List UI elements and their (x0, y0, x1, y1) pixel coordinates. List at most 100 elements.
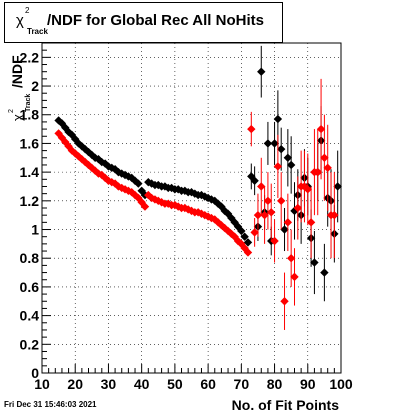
x-tick-label: 20 (67, 376, 83, 392)
x-tick-label: 80 (267, 376, 283, 392)
data-point (57, 133, 67, 142)
data-point (94, 169, 103, 178)
y-axis-label-symbol: χ (10, 114, 25, 121)
x-tick-label: 100 (329, 376, 353, 392)
chart-title-box (4, 2, 283, 43)
y-tick-label: 1.4 (20, 164, 40, 180)
y-axis-label: χ2 Track/NDF (8, 55, 32, 121)
data-point (243, 248, 253, 257)
data-point (267, 208, 276, 217)
data-point (64, 142, 73, 151)
title-subscript: Track (27, 27, 48, 36)
y-tick-label: 0 (31, 365, 39, 381)
data-point (313, 167, 322, 177)
data-point (134, 179, 143, 188)
data-point (283, 218, 293, 227)
data-point (90, 166, 100, 175)
data-point (280, 297, 289, 306)
data-point (260, 210, 269, 220)
data-point (273, 114, 283, 124)
data-point (227, 213, 236, 223)
data-point (114, 182, 123, 191)
y-tick-label: 0.8 (20, 250, 40, 266)
data-point (210, 196, 219, 206)
data-point (290, 206, 299, 216)
x-axis-label: No. of Fit Points (232, 397, 340, 413)
y-tick-label: 1.2 (20, 193, 40, 209)
y-tick-label: 1.6 (20, 135, 40, 151)
data-point (227, 229, 236, 239)
data-point (277, 144, 286, 154)
data-point (203, 212, 213, 221)
data-point (210, 215, 219, 224)
x-tick-label: 10 (34, 376, 50, 392)
data-point (237, 239, 246, 249)
timestamp: Fri Dec 31 15:46:03 2021 (4, 400, 97, 409)
y-tick-label: 0.4 (20, 308, 40, 324)
y-axis-label-sup: 2 (8, 109, 15, 113)
x-tick-label: 30 (101, 376, 117, 392)
y-tick-label: 2 (31, 78, 39, 94)
data-point (263, 196, 273, 206)
data-point (273, 162, 283, 171)
data-point (283, 153, 293, 162)
data-point (193, 208, 203, 217)
data-point (97, 170, 106, 180)
data-point (257, 67, 266, 76)
x-tick-label: 90 (300, 376, 316, 392)
data-point (54, 116, 63, 125)
data-point (293, 203, 303, 213)
y-tick-label: 0.2 (20, 336, 40, 352)
y-tick-label: 0.6 (20, 279, 40, 295)
data-point (290, 272, 299, 282)
data-point (170, 200, 180, 210)
data-point (270, 236, 279, 246)
data-point (250, 176, 259, 185)
data-point (280, 225, 289, 234)
x-tick-label: 40 (134, 376, 150, 392)
data-point (320, 268, 329, 277)
data-point (237, 226, 246, 236)
data-point (247, 124, 256, 134)
chart-title: /NDF for Global Rec All NoHits (47, 12, 264, 29)
y-tick-label: 1 (31, 222, 39, 238)
data-point (140, 202, 150, 211)
data-point (263, 139, 273, 148)
x-tick-label: 50 (167, 376, 183, 392)
data-point (316, 124, 326, 134)
data-point (270, 139, 279, 148)
data-point (187, 206, 196, 216)
data-point (286, 160, 296, 170)
data-point (333, 182, 342, 191)
x-tick-label: 60 (200, 376, 216, 392)
data-point (243, 238, 253, 247)
data-point (57, 119, 67, 128)
data-point (61, 137, 70, 147)
data-point (240, 232, 249, 241)
data-point (74, 139, 83, 148)
data-point (114, 167, 123, 177)
data-point (77, 142, 87, 151)
data-point (286, 254, 296, 263)
data-point (277, 196, 286, 206)
data-point (100, 173, 110, 183)
series-1 (54, 78, 339, 330)
data-point (233, 236, 243, 246)
data-point (303, 185, 312, 194)
data-point (120, 170, 130, 180)
data-point (124, 172, 133, 181)
data-point (71, 149, 80, 158)
data-point (320, 153, 329, 162)
data-point (257, 182, 266, 191)
title-chi-symbol: χ (16, 12, 24, 29)
y-tick-label: 2.2 (20, 49, 40, 65)
y-tick-label: 1.8 (20, 107, 40, 123)
data-point (84, 147, 93, 157)
data-point (250, 228, 259, 237)
data-point (217, 202, 226, 211)
title-superscript: 2 (25, 6, 30, 15)
data-point (71, 134, 80, 144)
data-point (323, 163, 332, 173)
